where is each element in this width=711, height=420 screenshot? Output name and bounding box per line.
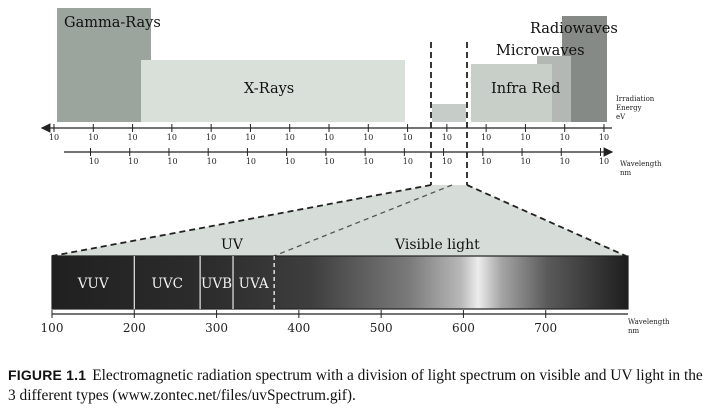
uv-label: UV — [221, 237, 244, 253]
wavelength-axis-bottom-label-2: nm — [628, 327, 640, 335]
zoom-edge-right — [466, 184, 627, 257]
infra-red-band — [471, 64, 552, 122]
bottom-tick-label: 600 — [452, 321, 475, 335]
wavelength-tick-label: 10 — [599, 157, 609, 166]
bottom-tick-label: 400 — [287, 321, 310, 335]
wavelength-tick-label: 10 — [364, 157, 374, 166]
energy-tick-label: 10 — [245, 133, 255, 142]
wavelength-tick-label: 10 — [442, 157, 452, 166]
segment-label-uvc: UVC — [151, 276, 182, 292]
wavelength-tick-label: 10 — [560, 157, 570, 166]
spectrum-segment-labels: VUV UVC UVB UVA — [77, 276, 269, 292]
energy-tick-label: 10 — [88, 133, 98, 142]
energy-tick-label: 10 — [520, 133, 530, 142]
energy-tick-label: 10 — [402, 133, 412, 142]
energy-tick-label: 10 — [363, 133, 373, 142]
wavelength-tick-label: 10 — [403, 157, 413, 166]
segment-label-uva: UVA — [239, 276, 269, 292]
segment-label-vuv: VUV — [77, 276, 109, 292]
bottom-tick-label: 300 — [205, 321, 228, 335]
wavelength-tick-label: 10 — [207, 157, 217, 166]
zoom-edge-uv-boundary — [273, 184, 453, 257]
infra-red-label: Infra Red — [491, 81, 560, 97]
gamma-rays-band — [57, 8, 151, 122]
energy-tick-label: 10 — [560, 133, 570, 142]
wavelength-axis-bottom-label-1: Wavelength — [628, 318, 670, 326]
wavelength-tick-label: 10 — [520, 157, 530, 166]
energy-axis-ticks: 10 10 10 10 10 10 10 10 10 10 10 10 10 10 10 — [49, 124, 609, 142]
energy-axis-label-2: Energy — [616, 104, 642, 112]
energy-axis-label-1: Irradiation — [616, 95, 655, 103]
bottom-tick-label: 700 — [534, 321, 557, 335]
spectrum-segment-dividers — [133, 256, 275, 309]
wavelength-axis-top-label-1: Wavelength — [620, 160, 662, 168]
bottom-tick-label: 500 — [370, 321, 393, 335]
energy-tick-label: 10 — [481, 133, 491, 142]
energy-tick-label: 10 — [49, 133, 59, 142]
wavelength-tick-label: 10 — [167, 157, 177, 166]
wavelength-tick-label: 10 — [246, 157, 256, 166]
wavelength-tick-label: 10 — [481, 157, 491, 166]
energy-tick-label: 10 — [206, 133, 216, 142]
energy-tick-label: 10 — [324, 133, 334, 142]
gamma-rays-label: Gamma-Rays — [64, 15, 161, 31]
x-rays-label: X-Rays — [244, 81, 294, 97]
segment-label-uvb: UVB — [201, 276, 232, 292]
energy-tick-label: 10 — [285, 133, 295, 142]
wavelength-axis-top-ticks: 10 10 10 10 10 10 10 10 10 10 10 10 10 10 — [89, 148, 609, 166]
zoom-trapezoid — [52, 185, 626, 256]
wavelength-tick-label: 10 — [285, 157, 295, 166]
figure-caption-label: FIGURE 1.1 — [8, 367, 87, 383]
figure-caption-text: Electromagnetic radiation spectrum with … — [8, 367, 703, 404]
visible-light-label: Visible light — [394, 237, 480, 253]
energy-tick-label: 10 — [127, 133, 137, 142]
bottom-tick-label: 200 — [123, 321, 146, 335]
microwaves-label: Microwaves — [496, 43, 585, 59]
zoom-edge-left — [51, 184, 432, 257]
radiowaves-label: Radiowaves — [530, 21, 618, 37]
energy-tick-label: 10 — [167, 133, 177, 142]
figure-caption: FIGURE 1.1 Electromagnetic radiation spec… — [8, 365, 708, 406]
wavelength-tick-label: 10 — [89, 157, 99, 166]
em-spectrum-diagram: Gamma-Rays X-Rays Infra Red Microwaves R… — [41, 8, 670, 335]
wavelength-tick-label: 10 — [128, 157, 138, 166]
wavelength-axis-top-label-2: nm — [620, 169, 632, 177]
wavelength-axis-bottom-ticks: 100 200 300 400 500 600 700 — [41, 310, 557, 335]
energy-tick-label: 10 — [599, 133, 609, 142]
spectrum-bar — [51, 255, 629, 310]
x-rays-band — [141, 60, 405, 122]
visible-window-band — [432, 104, 466, 122]
bottom-tick-label: 100 — [41, 321, 64, 335]
wavelength-tick-label: 10 — [324, 157, 334, 166]
energy-axis-label-3: eV — [616, 113, 626, 121]
energy-tick-label: 10 — [442, 133, 452, 142]
